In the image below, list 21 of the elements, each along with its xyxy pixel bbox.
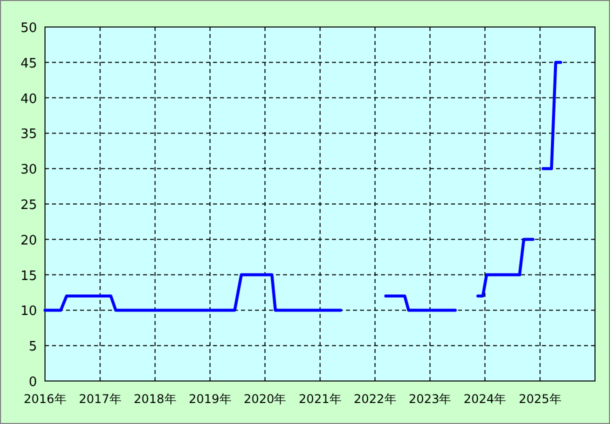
y-tick-label: 20 <box>20 233 37 248</box>
y-tick-label: 0 <box>28 375 37 390</box>
y-tick-label: 40 <box>20 92 37 107</box>
y-tick-label: 5 <box>28 340 37 355</box>
y-tick-label: 45 <box>20 56 37 72</box>
x-tick-label: 2024年 <box>464 392 506 406</box>
y-tick-label: 15 <box>20 268 37 284</box>
y-tick-label: 35 <box>20 127 37 142</box>
x-tick-label: 2017年 <box>78 392 122 406</box>
x-tick-label: 2016年 <box>24 392 66 406</box>
x-tick-label: 2025年 <box>518 392 562 406</box>
y-tick-label: 10 <box>20 304 37 320</box>
x-tick-label: 2022年 <box>354 392 396 406</box>
y-tick-label: 25 <box>20 198 37 213</box>
x-tick-label: 2023年 <box>408 392 452 406</box>
x-tick-label: 2020年 <box>244 392 286 406</box>
y-tick-label: 30 <box>20 162 37 178</box>
x-tick-label: 2021年 <box>298 392 342 406</box>
x-tick-label: 2019年 <box>188 392 232 406</box>
y-tick-label: 50 <box>20 21 37 36</box>
x-tick-label: 2018年 <box>134 392 176 406</box>
